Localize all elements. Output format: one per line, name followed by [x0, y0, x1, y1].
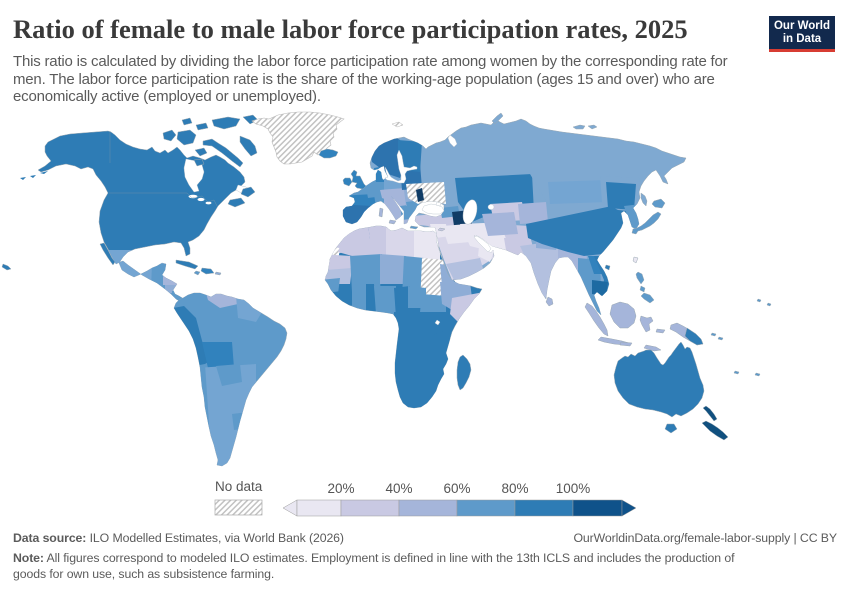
svg-text:100%: 100% — [556, 481, 591, 496]
svg-text:40%: 40% — [385, 481, 412, 496]
svg-text:60%: 60% — [443, 481, 470, 496]
svg-text:20%: 20% — [327, 481, 354, 496]
svg-text:80%: 80% — [501, 481, 528, 496]
